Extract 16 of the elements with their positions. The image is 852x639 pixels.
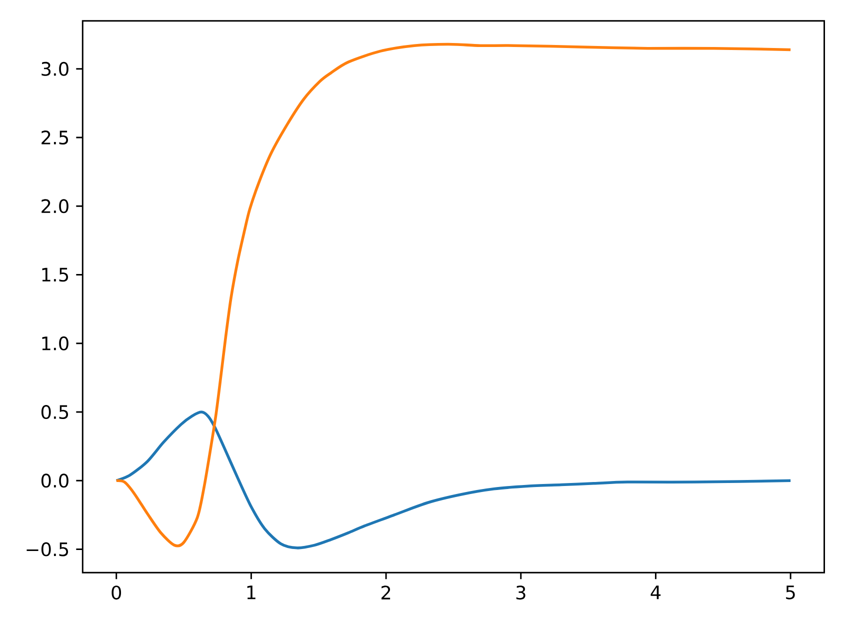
- x-tick-label: 5: [786, 586, 795, 600]
- x-tick-label: 1: [247, 586, 256, 600]
- x-tick-label: 2: [382, 586, 390, 600]
- y-tick-label: 1.5: [42, 268, 68, 282]
- line-series: [114, 42, 792, 547]
- x-tick-label: 3: [516, 586, 526, 600]
- y-tick-label: 2.0: [42, 199, 68, 214]
- y-tick-label: −0.5: [26, 542, 68, 556]
- y-tick-label: 1.0: [42, 336, 68, 350]
- y-tick-label: 3.0: [42, 62, 68, 76]
- y-tick-label: 0.0: [41, 474, 68, 488]
- line-series: [114, 410, 792, 550]
- y-tick-label: 0.5: [41, 405, 68, 420]
- x-tick-label: 0: [112, 586, 122, 600]
- x-tick-label: 4: [650, 586, 661, 600]
- y-tick-label: 2.5: [42, 130, 68, 145]
